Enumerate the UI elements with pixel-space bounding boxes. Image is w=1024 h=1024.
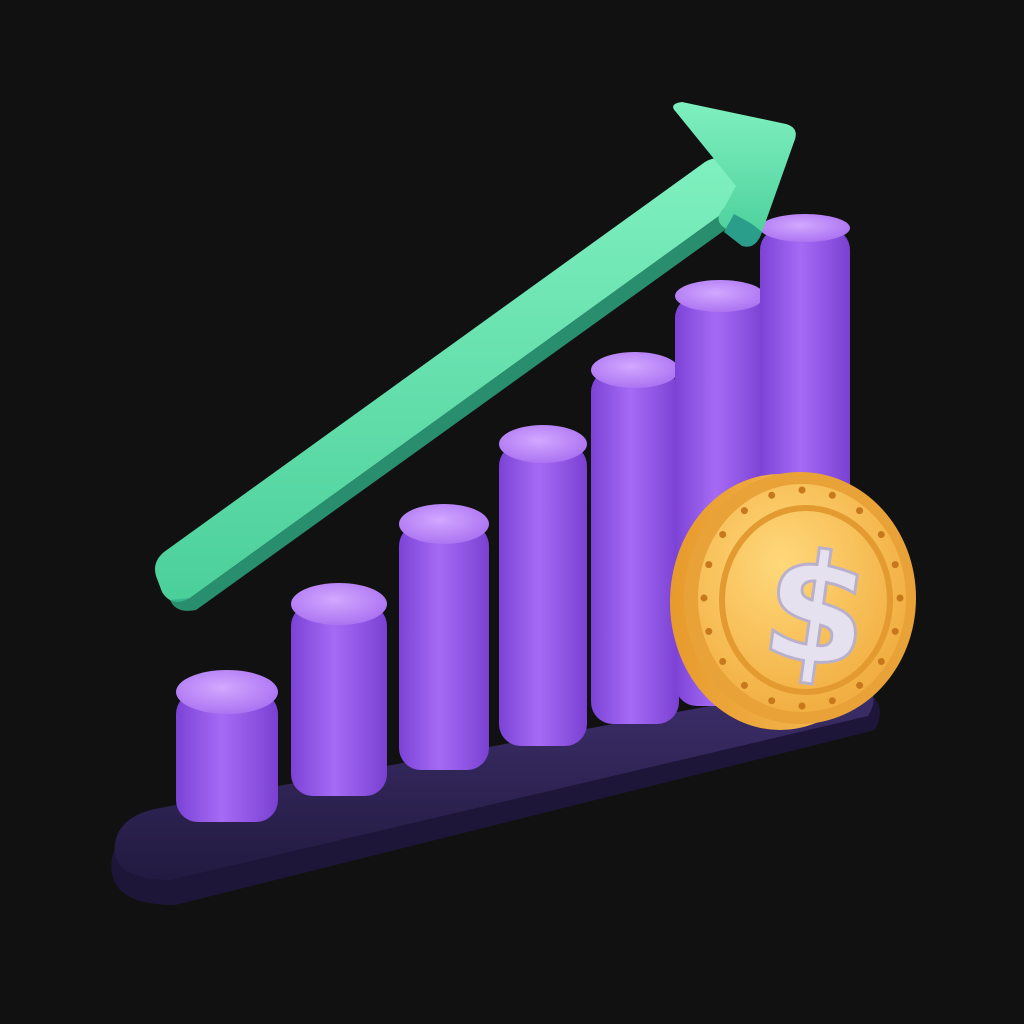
bar-1 — [176, 670, 278, 822]
coin-stud — [856, 681, 864, 689]
coin-stud — [705, 561, 713, 569]
trend-arrow-icon — [155, 102, 796, 611]
dollar-coin-icon: $ — [670, 472, 916, 730]
coin-stud — [768, 697, 776, 705]
coin-stud — [705, 627, 713, 635]
chart-base — [111, 680, 880, 905]
coin-stud — [768, 491, 776, 499]
coin-stud — [877, 658, 885, 665]
coin-stud — [896, 594, 904, 602]
bar-4 — [499, 425, 587, 746]
coin-stud — [740, 681, 748, 689]
coin-stud — [740, 507, 748, 515]
coin-symbol: $ — [753, 517, 881, 704]
coin-stud — [891, 561, 899, 569]
coin-stud — [700, 594, 708, 602]
coin-stud — [877, 531, 885, 538]
coin-stud — [719, 531, 727, 538]
coin-stud — [798, 702, 806, 710]
coin-stud — [798, 486, 806, 494]
coin-stud — [828, 697, 836, 705]
coin-stud — [856, 507, 864, 515]
bar-3 — [399, 504, 489, 770]
bar-5 — [591, 352, 679, 724]
coin-stud — [719, 658, 727, 665]
coin-stud — [891, 627, 899, 635]
coin-stud — [828, 491, 836, 499]
bar-2 — [291, 583, 387, 796]
